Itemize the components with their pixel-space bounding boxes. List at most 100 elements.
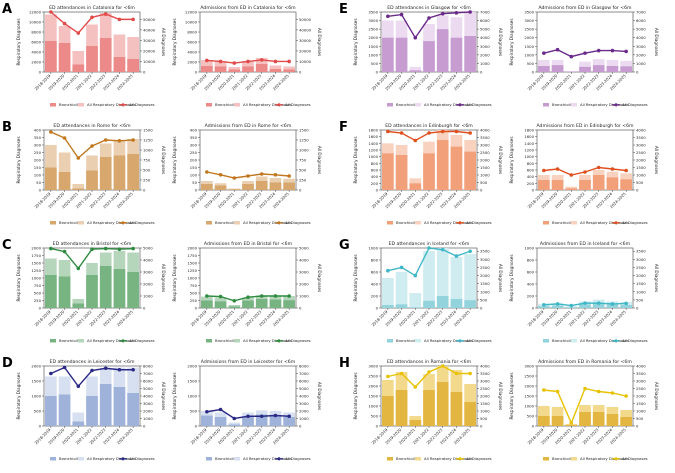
y2label-H-0: All Diagnoses bbox=[498, 382, 503, 410]
legend-label-G-0-2: All Diagnoses bbox=[466, 338, 492, 343]
ytick-label-H-right: 2000 bbox=[524, 384, 534, 389]
ytick-label-G-right: 0 bbox=[532, 306, 535, 311]
y2tick-label-B-right: 0 bbox=[299, 188, 302, 193]
legend-label-H-1-2: All Diagnoses bbox=[622, 456, 648, 461]
legend-label-B-1-0: Bronchiolitis bbox=[215, 220, 238, 225]
plot-frame bbox=[536, 247, 634, 309]
legend-swatch-B-1-0 bbox=[206, 221, 212, 225]
y2tick-label-H-left: 3500 bbox=[480, 371, 490, 376]
bar-bronch-E-left-1 bbox=[395, 37, 408, 72]
ytick-label-F-left: 400 bbox=[371, 174, 379, 179]
bar-bronch-E-left-0 bbox=[382, 37, 394, 72]
bar-bronch-B-right-3 bbox=[242, 184, 254, 190]
y2tick-label-H-left: 2500 bbox=[480, 386, 490, 391]
panel-H: H ED attendances in Romania for <6m Admiss… bbox=[337, 354, 675, 473]
y2tick-label-D-right: 3000 bbox=[299, 401, 309, 406]
bar-resp-G-left-4 bbox=[436, 248, 449, 308]
y2tick-label-D-right: 4000 bbox=[299, 394, 309, 399]
ytick-label-C-right: 1000 bbox=[187, 276, 197, 281]
y2tick-label-D-left: 6000 bbox=[143, 379, 153, 384]
point-all-H-left-4 bbox=[440, 364, 445, 368]
point-all-C-right-2 bbox=[232, 299, 237, 303]
y2tick-label-B-right: 500 bbox=[299, 168, 307, 173]
ytick-label-G-left: 800 bbox=[371, 258, 379, 263]
bar-bronch-D-right-5 bbox=[269, 415, 282, 426]
legend-swatch-H-1-1 bbox=[571, 457, 577, 461]
ytick-label-B-left: 300 bbox=[34, 143, 42, 148]
legend-label-G-1-2: All Diagnoses bbox=[622, 338, 648, 343]
bar-bronch-C-right-5 bbox=[269, 299, 282, 308]
y2label-H-1: All Diagnoses bbox=[654, 382, 659, 410]
ytick-label-B-left: 400 bbox=[34, 128, 42, 133]
ytick-label-F-right: 400 bbox=[527, 174, 535, 179]
y2tick-label-F-right: 2000 bbox=[636, 158, 646, 163]
point-all-F-right-4 bbox=[596, 165, 601, 170]
y2tick-label-D-right: 0 bbox=[299, 424, 302, 429]
point-all-D-left-5 bbox=[117, 367, 122, 372]
ytick-label-E-right: 3000 bbox=[524, 18, 534, 23]
legend-label-C-0-0: Bronchiolitis bbox=[59, 338, 82, 343]
ytick-label-E-right: 2500 bbox=[524, 27, 534, 32]
bar-resp-B-left-1 bbox=[58, 152, 71, 190]
bar-bronch-H-left-1 bbox=[395, 390, 408, 426]
point-all-B-right-6 bbox=[287, 174, 291, 178]
y2tick-label-C-left: 4000 bbox=[143, 258, 153, 263]
ytick-label-B-left: 150 bbox=[34, 165, 42, 170]
legend-label-C-0-1: All Respiratory Diagnoses bbox=[87, 338, 136, 343]
ytick-label-D-right: 1500 bbox=[187, 379, 197, 384]
bar-bronch-E-right-3 bbox=[579, 66, 591, 72]
point-all-G-left-2 bbox=[413, 273, 418, 278]
ylabel-H-0: Respiratory Diagnoses bbox=[353, 372, 358, 419]
bar-bronch-F-left-6 bbox=[464, 151, 476, 190]
point-all-A-right-6 bbox=[287, 59, 291, 64]
bar-bronch-B-left-1 bbox=[58, 172, 71, 190]
y2tick-label-C-left: 1000 bbox=[143, 294, 153, 299]
chart-title-E-left: ED attendances in Glasgow for <6m bbox=[387, 5, 471, 11]
bar-bronch-A-right-2 bbox=[228, 69, 241, 72]
y2tick-label-E-left: 6000 bbox=[480, 18, 490, 23]
legend-swatch-F-1-0 bbox=[543, 221, 549, 225]
legend-marker-A-0 bbox=[121, 103, 125, 107]
ytick-label-A-right: 8000 bbox=[187, 30, 197, 35]
y2tick-label-D-right: 7000 bbox=[299, 371, 309, 376]
ytick-label-A-right: 0 bbox=[195, 70, 198, 75]
y2tick-label-A-right: 40000 bbox=[299, 27, 312, 32]
bar-bronch-C-left-4 bbox=[99, 266, 112, 308]
bar-bronch-C-left-3 bbox=[86, 275, 98, 308]
ylabel-B-1: Respiratory Diagnoses bbox=[172, 136, 177, 183]
point-all-A-left-6 bbox=[131, 17, 135, 22]
ytick-label-C-left: 1250 bbox=[31, 268, 41, 273]
point-all-G-right-5 bbox=[610, 302, 615, 306]
bar-bronch-F-left-5 bbox=[450, 146, 463, 190]
legend-label-E-0-1: All Respiratory Diagnoses bbox=[424, 102, 473, 107]
y2tick-label-A-right: 50000 bbox=[299, 17, 312, 22]
y2tick-label-E-left: 0 bbox=[480, 70, 483, 75]
y2label-C-1: All Diagnoses bbox=[317, 264, 322, 292]
point-all-G-right-6 bbox=[624, 301, 628, 306]
ytick-label-F-left: 1800 bbox=[368, 128, 378, 133]
ytick-label-F-left: 0 bbox=[376, 188, 379, 193]
point-all-D-right-6 bbox=[287, 414, 291, 419]
y2tick-label-G-left: 1500 bbox=[480, 281, 490, 286]
y2tick-label-H-left: 1500 bbox=[480, 401, 490, 406]
ytick-label-H-right: 1000 bbox=[524, 404, 534, 409]
legend-marker-F-0 bbox=[458, 221, 462, 225]
panel-svg-F: ED attendances in Edinburgh for <6m Admis… bbox=[353, 123, 659, 225]
y2tick-label-D-left: 0 bbox=[143, 424, 146, 429]
y2tick-label-D-left: 4000 bbox=[143, 394, 153, 399]
bar-bronch-H-left-6 bbox=[464, 402, 476, 426]
bar-bronch-A-right-1 bbox=[214, 66, 227, 72]
point-all-C-left-6 bbox=[131, 246, 135, 251]
point-all-A-right-2 bbox=[232, 61, 237, 65]
ytick-label-H-left: 1500 bbox=[368, 394, 378, 399]
bar-bronch-H-right-0 bbox=[538, 416, 550, 426]
legend-swatch-E-0-1 bbox=[415, 103, 421, 107]
ytick-label-D-left: 1500 bbox=[31, 379, 41, 384]
y2tick-label-C-right: 5000 bbox=[299, 246, 309, 251]
bar-bronch-B-left-2 bbox=[72, 188, 85, 190]
y2tick-label-G-left: 0 bbox=[480, 306, 483, 311]
bar-bronch-G-left-1 bbox=[395, 304, 408, 308]
point-all-H-left-5 bbox=[454, 371, 459, 376]
chart-title-H-right: Admissions from ED in Romania for <6m bbox=[538, 359, 632, 365]
panel-svg-C: ED attendances in Bristol for <6m Admissi… bbox=[16, 241, 322, 343]
